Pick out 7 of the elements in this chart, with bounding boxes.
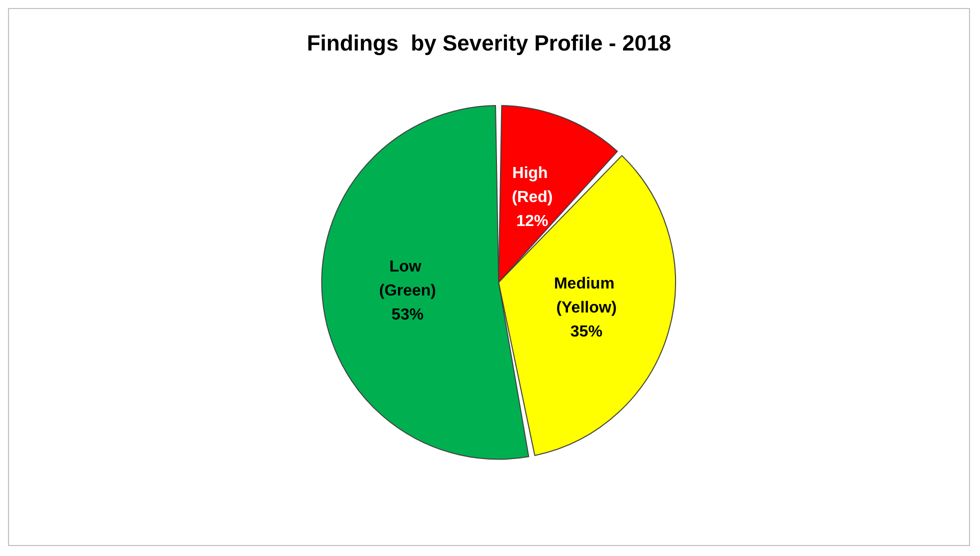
slice-label: Medium (Yellow) <box>554 275 619 316</box>
data-label: 53% <box>392 306 424 324</box>
data-label: 12% <box>516 212 548 230</box>
chart-title: Findings by Severity Profile - 2018 <box>306 30 672 56</box>
slice-label: High (Red) <box>512 164 553 206</box>
data-label: 35% <box>570 323 602 340</box>
slice-label: Low (Green) <box>379 258 436 300</box>
